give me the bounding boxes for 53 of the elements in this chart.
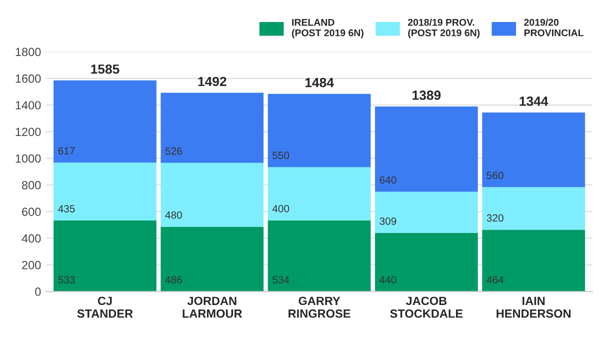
- y-tick-label: 1800: [16, 48, 41, 56]
- bar: [54, 162, 156, 221]
- data-label: 526: [165, 147, 182, 155]
- x-tick-label: GARRY RINGROSE: [288, 296, 350, 318]
- x-tick-label: CJ STANDER: [77, 296, 133, 318]
- legend-label: 2018/19 PROV. (POST 2019 6N): [408, 18, 480, 38]
- total-label: 1344: [520, 96, 548, 106]
- bar: [160, 226, 264, 292]
- total-label: 1484: [305, 78, 334, 88]
- x-tick-label: JORDAN LARMOUR: [182, 296, 242, 318]
- bar: [375, 192, 478, 233]
- bar: [268, 220, 371, 292]
- y-tick-label: 1200: [16, 128, 41, 136]
- data-label: 534: [272, 276, 290, 284]
- y-tick-label: 1400: [16, 101, 41, 110]
- data-label: 400: [272, 204, 290, 212]
- legend-label: 2019/20 PROVINCIAL: [524, 18, 584, 36]
- data-label: 550: [272, 152, 290, 160]
- y-tick-label: 600: [22, 208, 41, 216]
- total-label: 1492: [198, 76, 226, 86]
- bar: [160, 92, 264, 163]
- data-label: 486: [165, 276, 182, 284]
- data-label: 640: [380, 176, 396, 184]
- data-label: 309: [380, 217, 396, 225]
- y-tick-label: 200: [22, 260, 41, 270]
- data-label: 533: [58, 276, 75, 284]
- legend-label: IRELAND (POST 2019 6N): [292, 19, 364, 38]
- x-tick-label: IAIN HENDERSON: [496, 296, 570, 318]
- data-label: 480: [165, 211, 182, 219]
- y-tick-label: 800: [22, 180, 41, 190]
- data-label: 435: [58, 205, 75, 212]
- data-label: 617: [58, 147, 75, 155]
- y-tick-label: 0: [35, 288, 41, 296]
- y-tick-label: 1600: [16, 74, 41, 83]
- bar: [375, 232, 478, 292]
- bar: [160, 162, 264, 227]
- data-label: 320: [486, 214, 504, 222]
- bar: [54, 80, 156, 163]
- bar: [482, 112, 586, 188]
- total-label: 1585: [91, 64, 120, 74]
- bar: [268, 94, 371, 168]
- bar: [54, 220, 156, 292]
- y-tick-label: 1000: [16, 154, 41, 163]
- data-label: 440: [380, 276, 396, 284]
- bar: [482, 230, 586, 292]
- bar: [482, 187, 586, 230]
- bar: [375, 106, 478, 192]
- bar: [268, 167, 371, 220]
- x-tick-label: JACOB STOCKDALE: [390, 296, 463, 318]
- data-label: 560: [486, 172, 504, 180]
- y-tick-label: 400: [22, 234, 41, 243]
- data-label: 464: [486, 276, 504, 284]
- total-label: 1389: [412, 90, 441, 100]
